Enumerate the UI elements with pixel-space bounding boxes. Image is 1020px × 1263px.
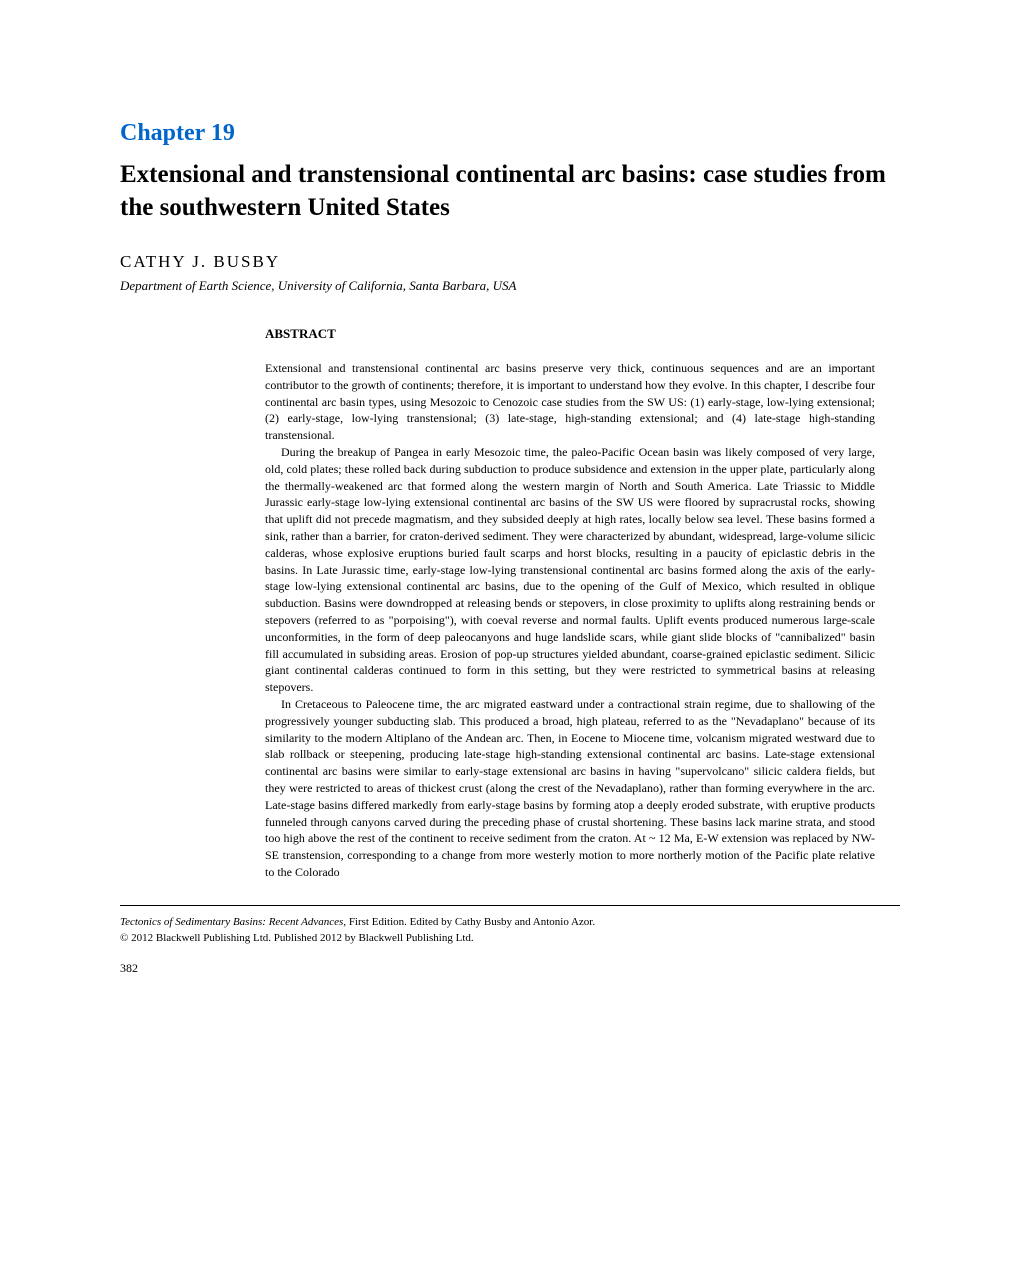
citation-edition: , First Edition. Edited by Cathy Busby a… xyxy=(343,916,595,928)
abstract-paragraph: Extensional and transtensional continent… xyxy=(265,360,875,444)
footer-rule xyxy=(120,905,900,906)
citation-title: Tectonics of Sedimentary Basins: Recent … xyxy=(120,916,343,928)
author-affiliation: Department of Earth Science, University … xyxy=(120,278,900,294)
abstract-paragraph: During the breakup of Pangea in early Me… xyxy=(265,444,875,696)
abstract-body: Extensional and transtensional continent… xyxy=(265,360,875,881)
chapter-label: Chapter 19 xyxy=(120,120,900,147)
abstract-heading: ABSTRACT xyxy=(265,326,875,342)
citation-block: Tectonics of Sedimentary Basins: Recent … xyxy=(120,914,900,947)
author-name: CATHY J. BUSBY xyxy=(120,252,900,272)
chapter-title: Extensional and transtensional continent… xyxy=(120,159,900,224)
abstract-paragraph: In Cretaceous to Paleocene time, the arc… xyxy=(265,696,875,881)
page-number: 382 xyxy=(120,961,900,976)
copyright-text: © 2012 Blackwell Publishing Ltd. Publish… xyxy=(120,932,474,944)
abstract-section: ABSTRACT Extensional and transtensional … xyxy=(265,326,875,881)
